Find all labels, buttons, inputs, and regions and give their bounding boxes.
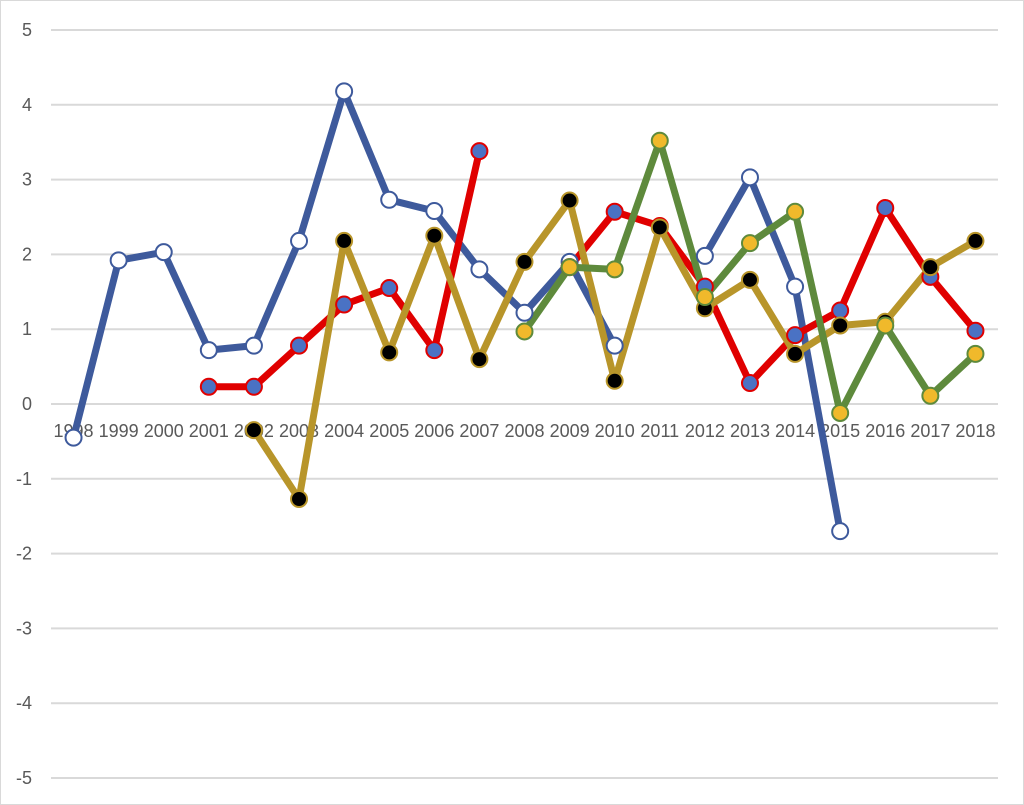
series-3-point (605, 371, 624, 390)
y-tick-label: 4 (22, 95, 32, 115)
x-tick-label: 2009 (550, 421, 590, 441)
y-tick-label: 2 (22, 244, 32, 264)
series-3-point (740, 270, 759, 289)
series-1-point (244, 336, 263, 355)
x-tick-label: 2012 (685, 421, 725, 441)
series-1-point (154, 243, 173, 262)
x-axis-ticks: 1998199920002001200220032004200520062007… (54, 421, 996, 441)
series-3-point (244, 421, 263, 440)
series-2-point (786, 326, 805, 345)
series-4-point (515, 322, 534, 341)
x-tick-label: 2005 (369, 421, 409, 441)
series-2-point (876, 199, 895, 218)
x-tick-label: 2001 (189, 421, 229, 441)
series-1-point (740, 168, 759, 187)
series-4-point (650, 131, 669, 150)
series-4-point (560, 258, 579, 277)
series-2-point (335, 295, 354, 314)
series-3-point (470, 350, 489, 369)
x-tick-label: 2014 (775, 421, 815, 441)
x-tick-label: 2000 (144, 421, 184, 441)
x-tick-label: 2016 (865, 421, 905, 441)
x-tick-label: 2010 (595, 421, 635, 441)
y-tick-label: -3 (16, 618, 32, 638)
series-3-point (560, 191, 579, 210)
series-1-point (470, 260, 489, 279)
series-1-point (335, 82, 354, 101)
series-2-point (740, 374, 759, 393)
series-3-point (335, 231, 354, 250)
x-tick-label: 2017 (910, 421, 950, 441)
series-3-point (290, 489, 309, 508)
series-4-point (966, 344, 985, 363)
series-1-point (109, 251, 128, 270)
x-tick-label: 2011 (640, 421, 679, 441)
series-2-point (425, 341, 444, 360)
series-3-point (966, 231, 985, 250)
y-tick-label: 3 (22, 170, 32, 190)
series-2-point (380, 279, 399, 298)
series-2-point (831, 301, 850, 320)
series-1-point (605, 336, 624, 355)
series-1-line (70, 87, 619, 442)
x-tick-label: 2008 (504, 421, 544, 441)
series-1-point (695, 246, 714, 265)
series-2-point (605, 202, 624, 221)
x-tick-label: 2015 (820, 421, 860, 441)
x-tick-label: 2007 (459, 421, 499, 441)
series-1-point (515, 303, 534, 322)
y-tick-label: -4 (16, 693, 32, 713)
series-1-point (425, 202, 444, 221)
series-1-point (380, 190, 399, 209)
series-2-point (199, 377, 218, 396)
series-1-point (831, 522, 850, 541)
x-tick-label: 2013 (730, 421, 770, 441)
series-1-line (701, 173, 844, 535)
y-tick-label: -5 (16, 768, 32, 788)
series-2-point (966, 321, 985, 340)
series-4-point (786, 202, 805, 221)
series-3-point (425, 226, 444, 245)
x-tick-label: 1999 (99, 421, 139, 441)
series-3-point (786, 344, 805, 363)
series-2-point (290, 336, 309, 355)
series-4-point (695, 288, 714, 307)
series-4-point (740, 234, 759, 253)
series-2-line (566, 204, 979, 387)
series-3-point (831, 316, 850, 335)
x-tick-label: 2018 (955, 421, 995, 441)
y-tick-label: 0 (22, 394, 32, 414)
series-3-point (515, 252, 534, 271)
series-4-point (605, 260, 624, 279)
series-1-point (290, 231, 309, 250)
series-1-point (199, 341, 218, 360)
series-3-point (380, 343, 399, 362)
y-axis-ticks: 5 4 3 2 1 0 -1 -2 -3 -4 -5 (16, 20, 32, 788)
series-4-point (921, 386, 940, 405)
series-4-point (876, 316, 895, 335)
series-4-point (831, 403, 850, 422)
series-1-point (64, 428, 83, 447)
series-1-point (786, 277, 805, 296)
series-3-point (921, 258, 940, 277)
series-2-point (244, 377, 263, 396)
y-tick-label: 1 (22, 319, 32, 339)
y-tick-label: 5 (22, 20, 32, 40)
y-tick-label: -2 (16, 544, 32, 564)
x-tick-label: 2004 (324, 421, 364, 441)
series-2-point (470, 142, 489, 161)
x-tick-label: 2006 (414, 421, 454, 441)
y-tick-label: -1 (16, 469, 32, 489)
series-3-point (650, 218, 669, 237)
series-markers (64, 82, 985, 541)
gridlines (51, 29, 998, 779)
